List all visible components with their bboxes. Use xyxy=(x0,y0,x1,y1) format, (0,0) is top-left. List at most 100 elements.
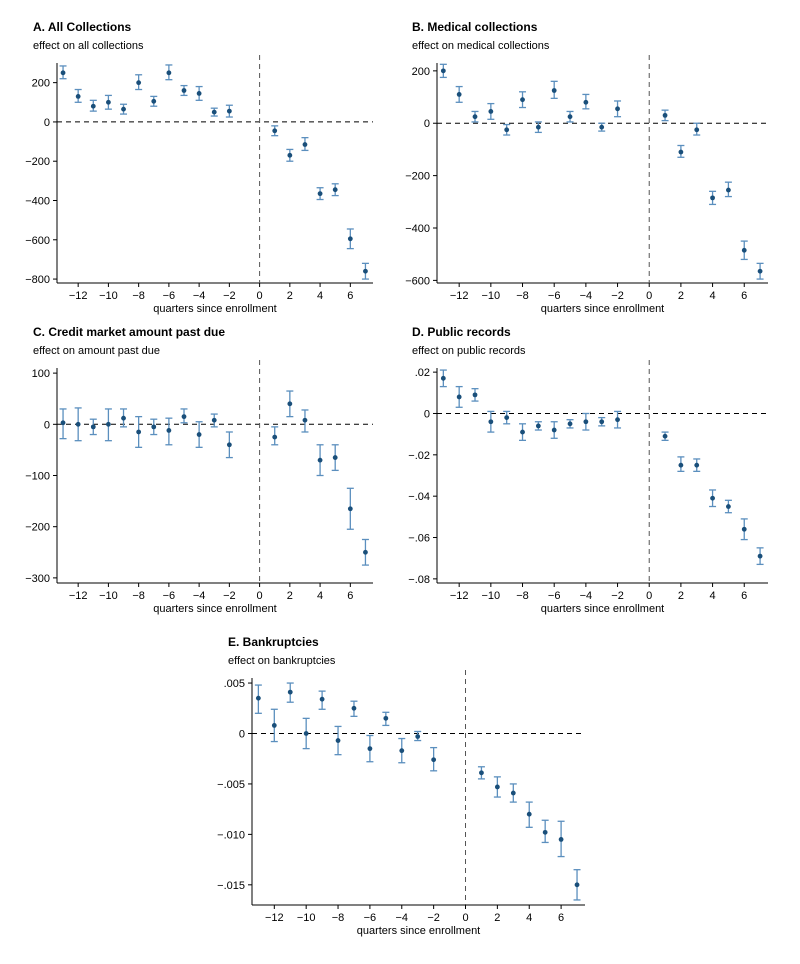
x-axis-label: quarters since enrollment xyxy=(357,925,481,937)
data-point xyxy=(335,738,341,743)
x-tick-label: 6 xyxy=(741,590,747,602)
x-tick-label: −8 xyxy=(132,290,145,302)
data-point-group xyxy=(487,102,495,120)
data-point-group xyxy=(677,144,685,158)
data-point xyxy=(710,195,715,201)
x-tick-label: 0 xyxy=(257,290,263,302)
x-tick-label: 0 xyxy=(257,590,263,602)
data-point xyxy=(181,414,187,420)
data-point xyxy=(121,106,126,112)
panel-medical-collections: B. Medical collections effect on medical… xyxy=(400,0,800,315)
data-point xyxy=(272,128,278,134)
data-point xyxy=(136,80,142,86)
data-point-group xyxy=(566,419,574,429)
data-point xyxy=(287,401,293,407)
data-point xyxy=(456,92,462,97)
y-tick-label: 0 xyxy=(239,728,245,740)
x-tick-label: 6 xyxy=(347,590,353,602)
data-point-group xyxy=(661,109,669,122)
data-point-group xyxy=(195,421,203,448)
data-point-group xyxy=(557,820,565,858)
data-point xyxy=(367,746,373,752)
chart-amount-past-due: 100 0 −100 −200 −300 −12 −10 −8 −6 −4 −2 0 2 4 6 quarte… xyxy=(25,360,373,615)
data-point-group xyxy=(301,409,309,433)
x-tick-label: 2 xyxy=(494,912,500,924)
data-point xyxy=(106,99,111,105)
x-tick-label: −12 xyxy=(265,912,284,924)
data-point xyxy=(440,375,446,381)
data-point-group xyxy=(150,418,158,436)
data-point xyxy=(347,506,353,512)
data-point xyxy=(599,124,605,130)
x-tick-label: −4 xyxy=(395,912,408,924)
y-tick-label: −200 xyxy=(405,171,430,183)
data-point xyxy=(211,417,217,423)
data-point-group xyxy=(724,499,732,514)
data-point xyxy=(662,112,668,118)
data-point-group xyxy=(366,734,374,763)
data-point-group xyxy=(135,415,143,448)
data-point-group xyxy=(740,240,748,261)
y-tick-label: 200 xyxy=(412,66,430,78)
data-point xyxy=(615,417,620,423)
data-point xyxy=(583,99,589,105)
data-point xyxy=(574,882,580,888)
data-point xyxy=(332,187,338,193)
panel-title: D. Public records xyxy=(412,325,511,339)
data-point-group xyxy=(430,746,438,772)
y-axis-label: effect on medical collections xyxy=(412,40,550,52)
data-point-group xyxy=(271,426,279,446)
y-tick-label: 0 xyxy=(424,408,430,420)
data-point xyxy=(583,419,589,425)
data-point xyxy=(662,433,668,439)
data-point-group xyxy=(756,547,764,566)
data-point-group xyxy=(550,421,558,439)
data-point xyxy=(757,553,763,559)
data-point-group xyxy=(350,700,358,717)
data-point-group xyxy=(471,110,479,123)
x-tick-label: 2 xyxy=(678,590,684,602)
data-point xyxy=(151,424,157,430)
data-point xyxy=(494,784,500,790)
data-point xyxy=(181,88,187,93)
x-tick-label: −4 xyxy=(580,590,593,602)
x-tick-label: −8 xyxy=(332,912,345,924)
y-tick-label: −.02 xyxy=(408,450,430,462)
y-tick-label: −.015 xyxy=(217,880,245,892)
data-point xyxy=(121,415,126,421)
data-point xyxy=(75,93,81,99)
data-point-group xyxy=(756,262,764,280)
data-point xyxy=(726,187,731,193)
x-tick-label: −8 xyxy=(516,290,529,302)
data-point xyxy=(678,149,684,155)
data-point xyxy=(567,114,573,120)
data-point xyxy=(431,757,437,763)
data-point-group xyxy=(503,123,511,136)
data-point-group xyxy=(302,717,310,750)
y-tick-label: −200 xyxy=(25,156,50,168)
y-tick-label: −100 xyxy=(25,471,50,483)
x-tick-label: −2 xyxy=(427,912,440,924)
data-point-group xyxy=(573,869,581,901)
data-point-group xyxy=(550,80,558,100)
data-point xyxy=(599,419,605,425)
data-point xyxy=(302,142,308,147)
data-point-group xyxy=(541,819,549,844)
data-point xyxy=(287,689,293,695)
x-tick-label: −2 xyxy=(223,290,236,302)
data-point-group xyxy=(286,148,294,162)
data-point xyxy=(226,108,232,114)
data-point-group xyxy=(59,65,67,80)
x-axis-label: quarters since enrollment xyxy=(153,603,277,615)
x-tick-label: −10 xyxy=(482,590,501,602)
chart-all-collections: 200 0 −200 −400 −600 −800 −12 −10 −8 −6 −4 −2 0 2 4 6 qu… xyxy=(25,55,373,315)
x-tick-label: −10 xyxy=(482,290,501,302)
panel-title: E. Bankruptcies xyxy=(228,635,319,649)
data-point-group xyxy=(525,801,533,828)
data-point xyxy=(678,462,684,468)
data-point xyxy=(90,424,96,430)
data-point-group xyxy=(195,85,203,101)
data-point-group xyxy=(534,421,542,431)
data-point-group xyxy=(614,100,622,118)
data-point-group xyxy=(286,682,294,703)
